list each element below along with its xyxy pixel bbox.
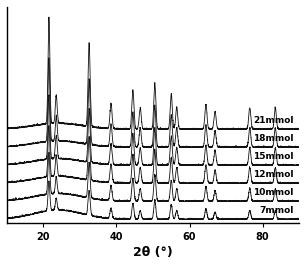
X-axis label: 2θ (°): 2θ (°) [133, 246, 173, 259]
Text: 7mmol: 7mmol [259, 206, 293, 215]
Text: 10mmol: 10mmol [253, 188, 293, 197]
Text: 18mmol: 18mmol [253, 134, 293, 143]
Text: 21mmol: 21mmol [253, 116, 293, 125]
Text: 15mmol: 15mmol [253, 152, 293, 161]
Text: 12mmol: 12mmol [253, 170, 293, 179]
